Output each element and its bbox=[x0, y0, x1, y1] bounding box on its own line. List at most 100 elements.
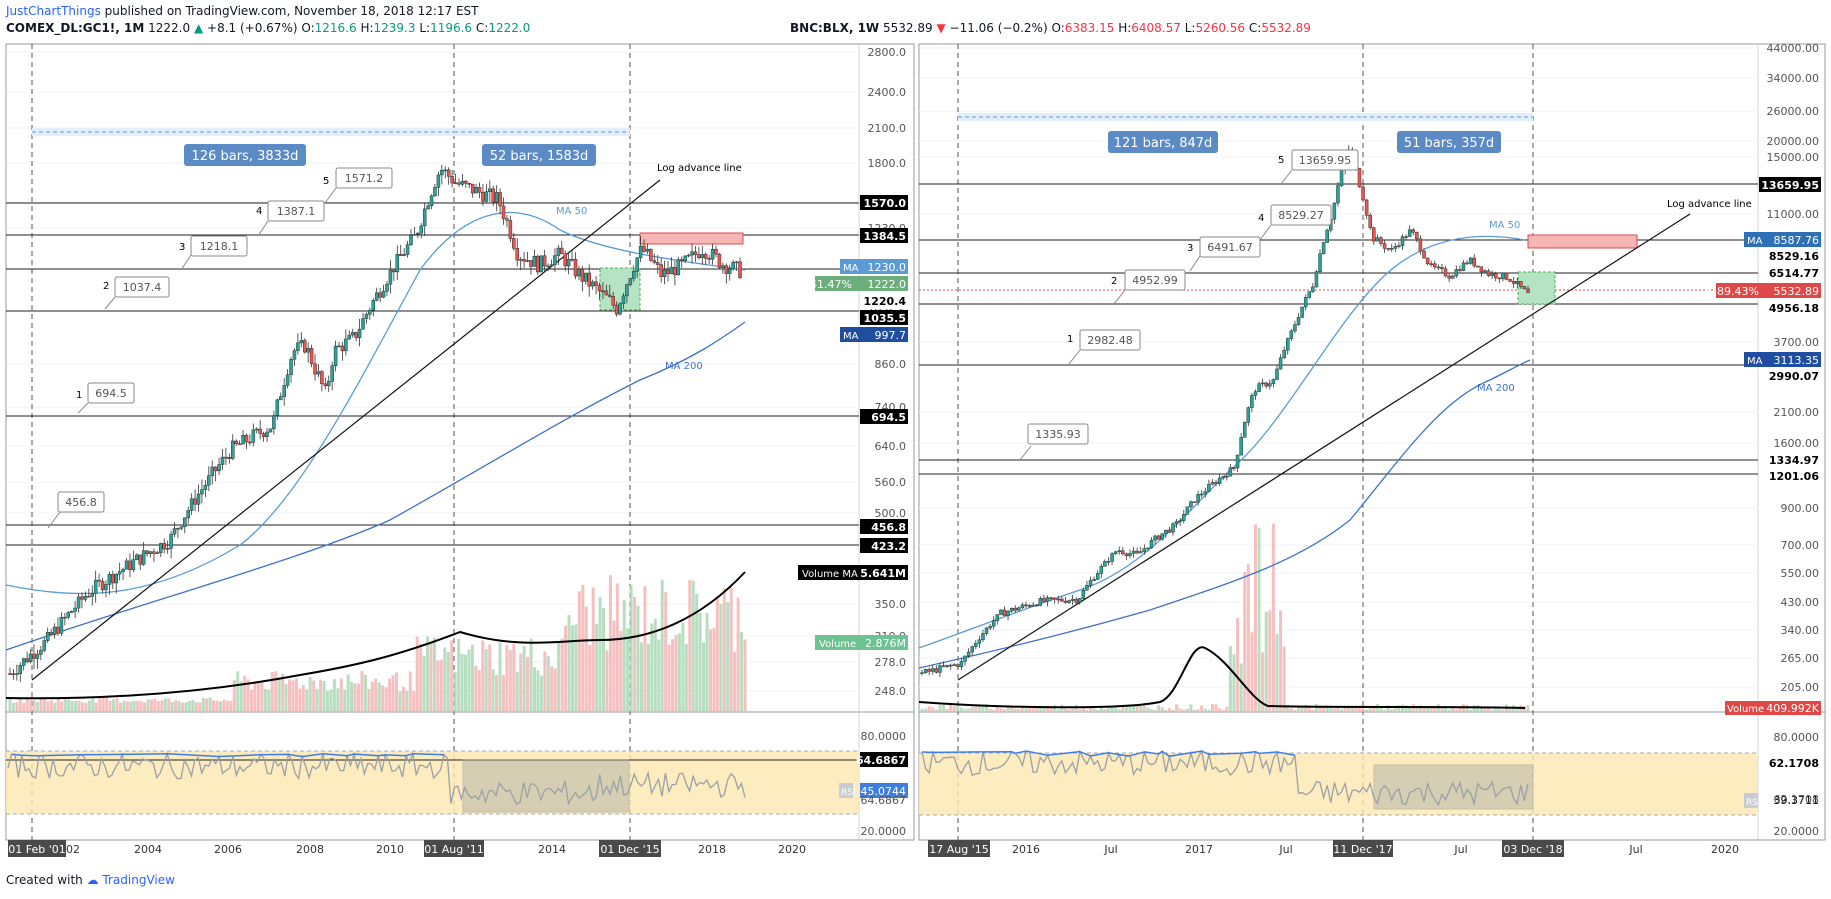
volume-bar bbox=[1160, 707, 1164, 712]
candle bbox=[931, 668, 935, 672]
svg-text:62.1708: 62.1708 bbox=[1769, 757, 1819, 770]
candle bbox=[1307, 291, 1312, 298]
candle bbox=[231, 440, 235, 459]
left-chart[interactable]: 126 bars, 3833d 52 bars, 1583d Log advan… bbox=[5, 43, 915, 857]
candle bbox=[941, 665, 946, 667]
candle bbox=[1171, 523, 1175, 533]
volume-bar bbox=[205, 698, 209, 712]
candle bbox=[464, 180, 468, 184]
volume-bar bbox=[336, 688, 340, 712]
svg-text:Jul: Jul bbox=[1278, 843, 1292, 856]
tradingview-link[interactable]: TradingView bbox=[102, 873, 175, 887]
volume-bar bbox=[1046, 705, 1050, 712]
volume-bar bbox=[194, 702, 198, 712]
right-chart[interactable]: 121 bars, 847d 51 bars, 357d Log advance… bbox=[918, 42, 1826, 857]
candle bbox=[368, 309, 372, 315]
candle bbox=[505, 218, 509, 221]
svg-text:MA: MA bbox=[843, 331, 859, 342]
volume-bar bbox=[1418, 705, 1422, 712]
candle bbox=[1138, 551, 1143, 554]
candle bbox=[1379, 237, 1383, 244]
volume-bar bbox=[942, 705, 946, 712]
candle bbox=[611, 296, 615, 306]
volume-bar bbox=[1178, 708, 1182, 712]
candle bbox=[1336, 185, 1340, 204]
svg-text:2017: 2017 bbox=[1185, 843, 1213, 856]
candle bbox=[1393, 246, 1398, 249]
volume-bar bbox=[384, 687, 388, 712]
volume-bar bbox=[108, 700, 112, 712]
volume-bar bbox=[170, 702, 174, 712]
left-candles bbox=[8, 164, 742, 683]
candle bbox=[577, 268, 581, 277]
candle bbox=[172, 528, 177, 535]
volume-bar bbox=[415, 636, 419, 712]
volume-bar bbox=[1099, 706, 1103, 712]
left-range-label-1: 126 bars, 3833d bbox=[192, 149, 299, 164]
left-symbol[interactable]: COMEX_DL:GC1!, 1M bbox=[6, 21, 145, 35]
volume-bar bbox=[1193, 709, 1197, 712]
svg-text:Volume: Volume bbox=[1727, 704, 1764, 715]
right-log-advance-line bbox=[957, 213, 1691, 681]
svg-text:2010: 2010 bbox=[376, 843, 404, 856]
candle bbox=[90, 593, 95, 597]
candle bbox=[608, 294, 612, 297]
candle bbox=[176, 528, 180, 530]
volume-bar bbox=[215, 700, 219, 712]
volume-bar bbox=[1522, 706, 1526, 712]
svg-text:5.641M: 5.641M bbox=[860, 567, 906, 580]
price-tick: 265.00 bbox=[1781, 652, 1820, 665]
candle bbox=[707, 258, 711, 260]
svg-text:5: 5 bbox=[1278, 155, 1284, 166]
right-price-ticks: 44000.00 34000.00 26000.00 20000.00 15000.00… bbox=[1767, 42, 1820, 694]
left-level-n-4: 4 bbox=[256, 206, 262, 217]
candle bbox=[59, 616, 64, 634]
candle bbox=[261, 433, 266, 437]
volume-bar bbox=[260, 681, 264, 712]
candle bbox=[1300, 306, 1304, 318]
candle bbox=[1504, 272, 1509, 280]
volume-bar bbox=[198, 702, 202, 712]
candle bbox=[405, 244, 410, 255]
price-tick: 26000.00 bbox=[1767, 105, 1820, 118]
volume-bar bbox=[740, 631, 744, 712]
candle bbox=[1361, 186, 1365, 201]
volume-bar bbox=[1243, 571, 1247, 712]
author-link[interactable]: JustChartThings bbox=[6, 4, 101, 18]
candle bbox=[1174, 521, 1179, 525]
volume-bar bbox=[515, 671, 519, 712]
volume-bar bbox=[608, 575, 612, 712]
candle bbox=[213, 466, 218, 472]
volume-bar bbox=[146, 699, 150, 712]
candle bbox=[601, 290, 605, 293]
candle bbox=[1049, 597, 1053, 599]
right-symbol[interactable]: BNC:BLX, 1W bbox=[790, 21, 880, 35]
candle bbox=[265, 431, 269, 437]
candle bbox=[974, 643, 978, 647]
candle bbox=[56, 626, 60, 634]
candle bbox=[395, 253, 400, 273]
candle bbox=[1092, 579, 1096, 581]
candle bbox=[1031, 604, 1035, 607]
volume-bar bbox=[322, 680, 326, 712]
candle bbox=[477, 186, 482, 193]
candle bbox=[220, 456, 225, 465]
volume-bar bbox=[1454, 709, 1458, 712]
volume-bar bbox=[153, 698, 157, 712]
candle bbox=[1389, 248, 1394, 250]
right-level-2: 4952.99 bbox=[1132, 274, 1178, 287]
volume-bar bbox=[453, 671, 457, 712]
candle bbox=[1199, 493, 1204, 496]
right-rsi-box bbox=[1373, 764, 1534, 810]
candle bbox=[1386, 248, 1390, 250]
price-tick: 11000.00 bbox=[1767, 208, 1820, 221]
candle bbox=[642, 245, 646, 252]
volume-bar bbox=[49, 700, 53, 712]
volume-bar bbox=[681, 622, 685, 712]
svg-text:456.8: 456.8 bbox=[871, 521, 906, 534]
volume-bar bbox=[256, 680, 260, 712]
volume-bar bbox=[474, 665, 478, 712]
candle bbox=[1314, 271, 1319, 288]
candle bbox=[938, 665, 942, 673]
volume-bar bbox=[501, 675, 505, 712]
